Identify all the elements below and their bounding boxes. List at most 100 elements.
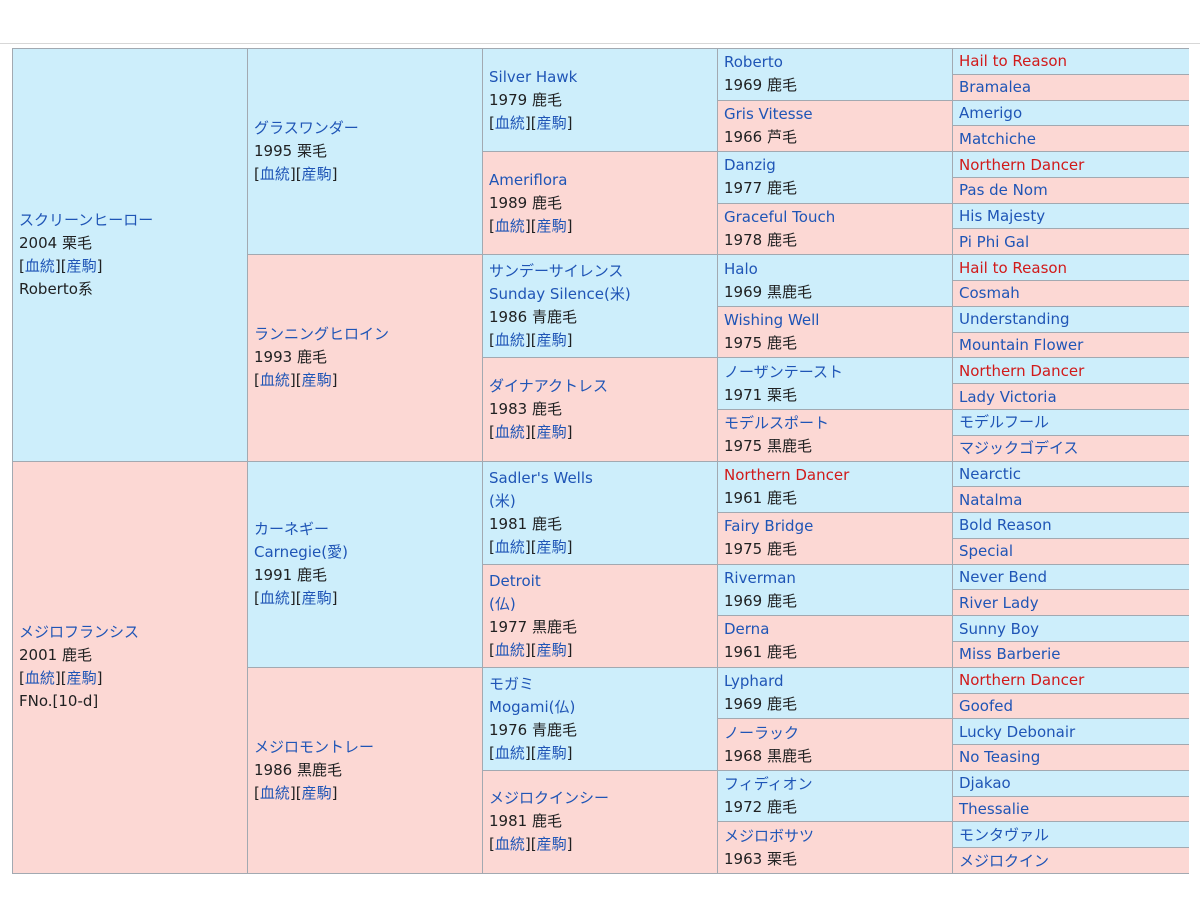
horse-name-link[interactable]: Detroit (489, 571, 541, 590)
bloodline-link[interactable]: 血統 (259, 783, 290, 802)
horse-name-link[interactable]: Goofed (959, 696, 1014, 715)
horse-name-alt-link[interactable]: (仏) (489, 594, 516, 613)
horse-name-link[interactable]: Fairy Bridge (724, 517, 814, 536)
horse-name-link[interactable]: Silver Hawk (489, 67, 578, 86)
horse-name-link[interactable]: Lyphard (724, 672, 784, 691)
horse-name-link[interactable]: Amerigo (959, 103, 1023, 122)
horse-name-link[interactable]: Sunny Boy (959, 619, 1040, 638)
offspring-link[interactable]: 産駒 (536, 216, 567, 235)
horse-info: 1976 青鹿毛 (489, 720, 577, 739)
horse-name-link[interactable]: His Majesty (959, 207, 1046, 226)
horse-name-link[interactable]: メジロクイン (959, 851, 1050, 870)
horse-name-link[interactable]: Gris Vitesse (724, 104, 813, 123)
horse-name-link[interactable]: Understanding (959, 310, 1070, 329)
horse-name-link[interactable]: サンデーサイレンス (489, 262, 624, 281)
horse-name-link[interactable]: メジロクインシー (489, 789, 610, 808)
horse-name-link[interactable]: Djakao (959, 774, 1011, 793)
horse-name-alt-link[interactable]: Sunday Silence(米) (489, 285, 631, 304)
horse-name-link[interactable]: Roberto (724, 53, 783, 72)
bloodline-link[interactable]: 血統 (494, 743, 525, 762)
bloodline-link[interactable]: 血統 (259, 165, 290, 184)
horse-name-link[interactable]: フィディオン (724, 775, 813, 794)
horse-name-link[interactable]: Danzig (724, 156, 776, 175)
horse-name-link[interactable]: モデルフール (959, 413, 1050, 432)
horse-name-link[interactable]: Nearctic (959, 464, 1022, 483)
horse-name-link[interactable]: ダイナアクトレス (489, 376, 608, 395)
horse-name-link[interactable]: Wishing Well (724, 311, 820, 330)
offspring-link[interactable]: 産駒 (536, 113, 567, 132)
offspring-link[interactable]: 産駒 (536, 640, 567, 659)
horse-name-link[interactable]: Riverman (724, 568, 796, 587)
horse-name-link[interactable]: No Teasing (959, 748, 1041, 767)
horse-name-link[interactable]: モンタヴァル (959, 825, 1050, 844)
horse-info: 1981 鹿毛 (489, 812, 562, 831)
horse-name-link[interactable]: Thessalie (959, 800, 1030, 819)
offspring-link[interactable]: 産駒 (536, 835, 567, 854)
bloodline-link[interactable]: 血統 (494, 835, 525, 854)
offspring-link[interactable]: 産駒 (536, 537, 567, 556)
horse-info: 1961 鹿毛 (724, 643, 797, 662)
offspring-link[interactable]: 産駒 (66, 669, 97, 688)
horse-name-link[interactable]: Mountain Flower (959, 335, 1084, 354)
horse-name-link[interactable]: Northern Dancer (959, 671, 1085, 690)
bloodline-link[interactable]: 血統 (494, 537, 525, 556)
horse-name-link[interactable]: Ameriflora (489, 170, 568, 189)
bloodline-link[interactable]: 血統 (259, 589, 290, 608)
horse-name-link[interactable]: Northern Dancer (724, 465, 850, 484)
horse-name-link[interactable]: グラスワンダー (254, 119, 359, 138)
horse-name-link[interactable]: カーネギー (254, 520, 330, 539)
horse-name-link[interactable]: Miss Barberie (959, 645, 1061, 664)
horse-name-link[interactable]: マジックゴデイス (959, 439, 1079, 458)
horse-name-alt-link[interactable]: Carnegie(愛) (254, 543, 348, 562)
horse-name-link[interactable]: Northern Dancer (959, 361, 1085, 380)
horse-name-link[interactable]: ノーラック (724, 723, 800, 742)
horse-name-link[interactable]: Bramalea (959, 78, 1032, 97)
horse-name-link[interactable]: Lady Victoria (959, 387, 1057, 406)
horse-name-link[interactable]: Cosmah (959, 284, 1020, 303)
horse-name-link[interactable]: River Lady (959, 593, 1039, 612)
offspring-link[interactable]: 産駒 (536, 331, 567, 350)
horse-name-link[interactable]: Pi Phi Gal (959, 232, 1030, 251)
bloodline-link[interactable]: 血統 (494, 113, 525, 132)
horse-name-link[interactable]: スクリーンヒーロー (19, 210, 154, 229)
horse-name-link[interactable]: Natalma (959, 490, 1023, 509)
bloodline-link[interactable]: 血統 (494, 216, 525, 235)
bloodline-link[interactable]: 血統 (494, 422, 525, 441)
bloodline-link[interactable]: 血統 (494, 331, 525, 350)
horse-name-link[interactable]: Special (959, 542, 1014, 561)
horse-name-link[interactable]: Derna (724, 620, 770, 639)
horse-name-link[interactable]: Never Bend (959, 568, 1048, 587)
offspring-link[interactable]: 産駒 (536, 422, 567, 441)
horse-name-link[interactable]: ランニングヒロイン (254, 325, 390, 344)
offspring-link[interactable]: 産駒 (301, 589, 332, 608)
horse-name-link[interactable]: ノーザンテースト (724, 362, 843, 381)
horse-name-link[interactable]: Pas de Nom (959, 181, 1048, 200)
pedigree-cell-sire: スクリーンヒーロー 2004 栗毛 [血統][産駒] Roberto系 (12, 48, 247, 461)
offspring-link[interactable]: 産駒 (66, 256, 97, 275)
horse-name-link[interactable]: Bold Reason (959, 516, 1052, 535)
horse-name-link[interactable]: メジロモントレー (254, 737, 375, 756)
horse-name-link[interactable]: Graceful Touch (724, 207, 836, 226)
bloodline-link[interactable]: 血統 (24, 256, 55, 275)
horse-name-link[interactable]: モデルスポート (724, 414, 830, 433)
bloodline-link[interactable]: 血統 (259, 371, 290, 390)
horse-name-link[interactable]: Northern Dancer (959, 155, 1085, 174)
bloodline-link[interactable]: 血統 (24, 669, 55, 688)
horse-name-alt-link[interactable]: Mogami(仏) (489, 697, 576, 716)
bloodline-link[interactable]: 血統 (494, 640, 525, 659)
horse-name-link[interactable]: メジロフランシス (19, 623, 140, 642)
horse-name-link[interactable]: Hail to Reason (959, 52, 1068, 71)
offspring-link[interactable]: 産駒 (301, 165, 332, 184)
horse-name-link[interactable]: Lucky Debonair (959, 722, 1076, 741)
horse-name-link[interactable]: Hail to Reason (959, 258, 1068, 277)
horse-name-alt-link[interactable]: (米) (489, 491, 516, 510)
offspring-link[interactable]: 産駒 (301, 783, 332, 802)
horse-name-link[interactable]: Matchiche (959, 129, 1036, 148)
offspring-link[interactable]: 産駒 (301, 371, 332, 390)
horse-name-link[interactable]: メジロボサツ (724, 826, 815, 845)
horse-name-link[interactable]: Sadler's Wells (489, 468, 593, 487)
offspring-link[interactable]: 産駒 (536, 743, 567, 762)
pedigree-cell: Northern Dancer (952, 666, 1189, 693)
horse-name-link[interactable]: Halo (724, 259, 758, 278)
horse-name-link[interactable]: モガミ (489, 674, 535, 693)
